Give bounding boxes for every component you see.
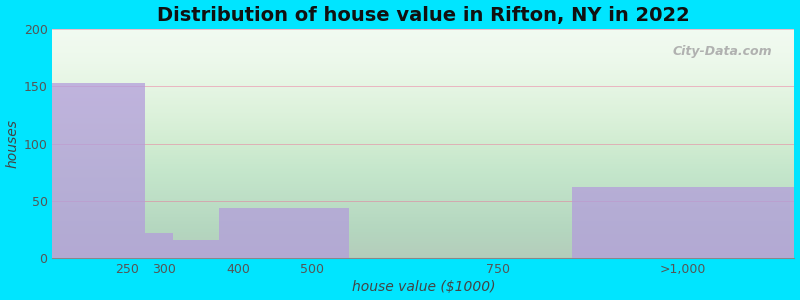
X-axis label: house value ($1000): house value ($1000) (352, 280, 495, 294)
Text: City-Data.com: City-Data.com (673, 45, 772, 58)
Bar (219, 208, 350, 258)
Bar (53, 83, 146, 258)
Bar (572, 187, 794, 258)
Bar (173, 240, 219, 258)
Title: Distribution of house value in Rifton, NY in 2022: Distribution of house value in Rifton, N… (157, 6, 690, 25)
Y-axis label: houses: houses (6, 119, 19, 168)
Bar (146, 233, 173, 258)
